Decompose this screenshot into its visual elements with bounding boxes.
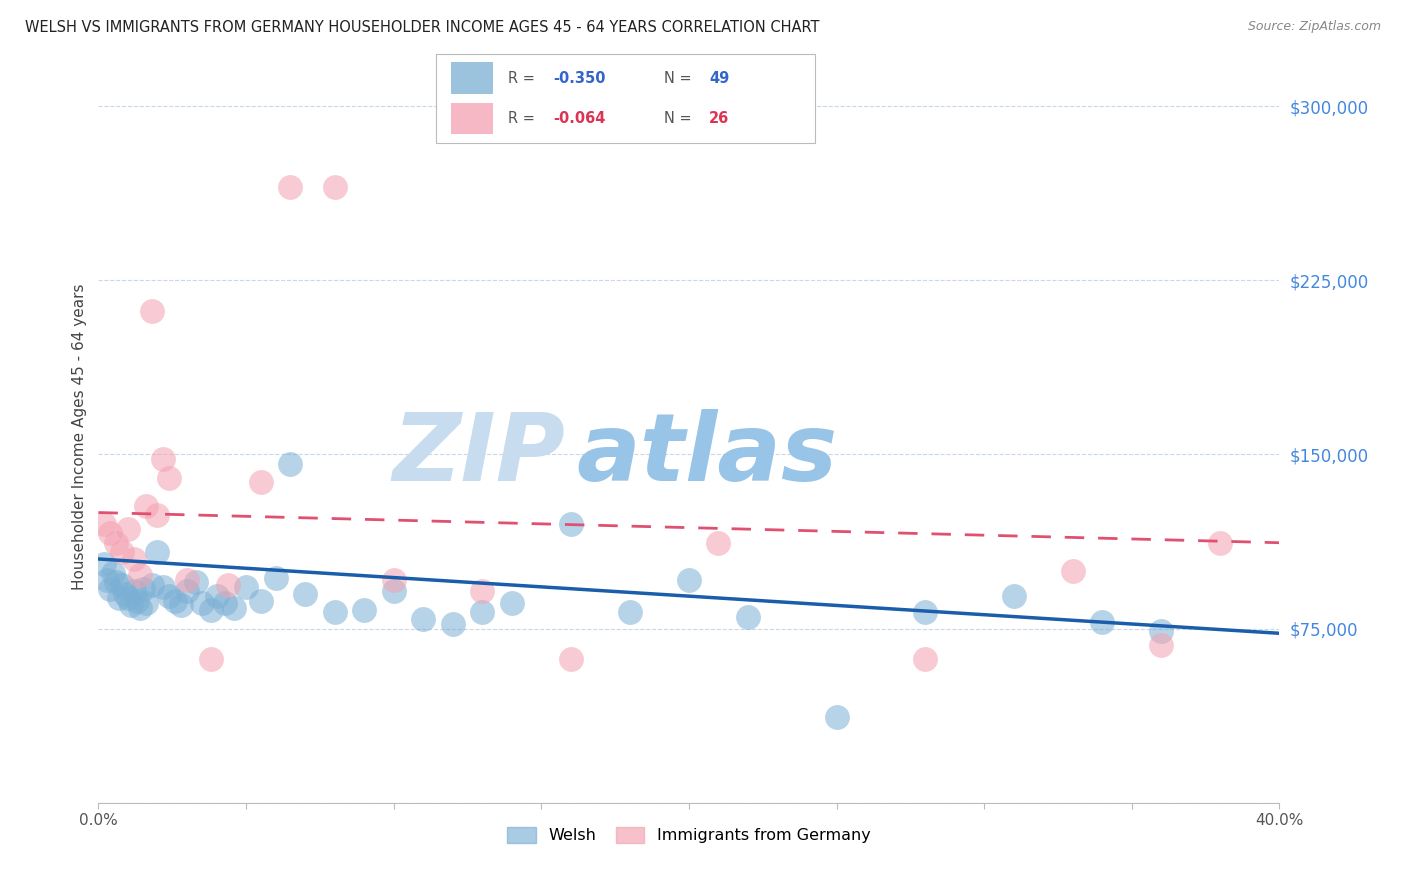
Text: -0.064: -0.064 (554, 111, 606, 126)
Y-axis label: Householder Income Ages 45 - 64 years: Householder Income Ages 45 - 64 years (72, 284, 87, 591)
Point (108, 591, 131, 606)
Point (125, 594, 148, 608)
Point (560, 652, 582, 666)
Point (170, 599, 193, 613)
Point (412, 612, 434, 626)
Point (146, 545, 169, 559)
Point (128, 568, 150, 582)
Point (224, 600, 246, 615)
Point (165, 594, 187, 608)
Point (98, 582, 121, 597)
Bar (451, 103, 494, 134)
Point (382, 573, 405, 587)
Point (157, 589, 180, 603)
Point (111, 545, 134, 559)
Point (1002, 589, 1025, 603)
Text: N =: N = (664, 70, 696, 86)
Point (135, 499, 157, 513)
Point (184, 575, 207, 590)
Point (737, 610, 759, 624)
Point (1091, 615, 1114, 629)
Point (200, 603, 222, 617)
Text: WELSH VS IMMIGRANTS FROM GERMANY HOUSEHOLDER INCOME AGES 45 - 64 YEARS CORRELATI: WELSH VS IMMIGRANTS FROM GERMANY HOUSEHO… (25, 20, 820, 35)
Point (117, 522, 139, 536)
Point (1062, 564, 1084, 578)
Point (323, 606, 346, 620)
Point (264, 570, 287, 584)
Point (105, 575, 128, 590)
Point (114, 587, 136, 601)
Point (1150, 638, 1173, 652)
Point (96, 573, 118, 587)
Point (122, 584, 145, 599)
Text: 49: 49 (709, 70, 730, 86)
Point (471, 584, 494, 599)
Bar (451, 62, 494, 94)
Point (294, 587, 316, 601)
Text: R =: R = (508, 111, 540, 126)
Point (501, 596, 523, 610)
Point (105, 535, 128, 549)
Point (914, 606, 936, 620)
Point (98, 526, 121, 541)
Point (471, 606, 494, 620)
Point (141, 577, 163, 591)
Legend: Welsh, Immigrants from Germany: Welsh, Immigrants from Germany (501, 821, 877, 850)
Point (382, 584, 405, 599)
Point (157, 471, 180, 485)
Point (914, 652, 936, 666)
Point (825, 710, 848, 724)
Point (152, 580, 174, 594)
Text: Source: ZipAtlas.com: Source: ZipAtlas.com (1247, 20, 1381, 33)
Point (280, 457, 302, 471)
Point (217, 577, 239, 591)
Point (176, 584, 198, 599)
Point (128, 600, 150, 615)
Text: ZIP: ZIP (392, 409, 565, 501)
Point (176, 573, 198, 587)
Point (132, 582, 155, 597)
Point (122, 552, 145, 566)
Point (1150, 624, 1173, 638)
Point (146, 508, 169, 522)
Text: -0.350: -0.350 (554, 70, 606, 86)
Point (93, 557, 115, 571)
Point (250, 594, 273, 608)
Point (707, 535, 730, 549)
Point (200, 652, 222, 666)
Point (441, 617, 464, 632)
Point (353, 603, 375, 617)
Point (135, 596, 157, 610)
Point (152, 452, 174, 467)
Point (103, 566, 125, 580)
Text: 26: 26 (709, 111, 730, 126)
Point (117, 591, 139, 606)
Point (678, 573, 700, 587)
Point (280, 180, 302, 194)
Point (120, 599, 142, 613)
Text: N =: N = (664, 111, 696, 126)
Point (235, 580, 257, 594)
Text: R =: R = (508, 70, 540, 86)
Point (93, 517, 115, 532)
Point (191, 596, 214, 610)
Point (141, 303, 163, 318)
Point (560, 517, 582, 532)
Point (323, 180, 346, 194)
Point (205, 589, 228, 603)
Text: atlas: atlas (576, 409, 838, 501)
Point (111, 577, 134, 591)
Point (214, 596, 236, 610)
Point (619, 606, 641, 620)
Point (1209, 535, 1232, 549)
Point (250, 475, 273, 490)
